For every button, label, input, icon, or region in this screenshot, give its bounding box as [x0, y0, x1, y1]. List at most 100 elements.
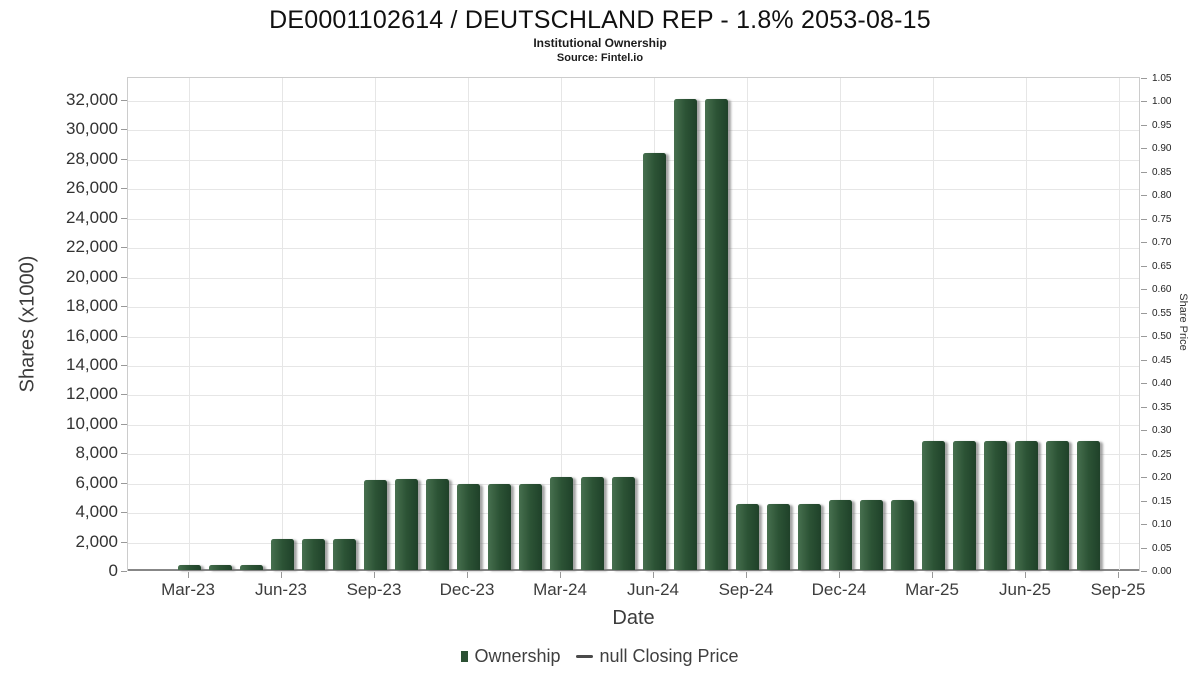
y-axis-left-tick-label: 20,000	[66, 266, 118, 286]
y-axis-right-tick-mark	[1141, 571, 1147, 572]
bar-Nov-24[interactable]	[797, 503, 821, 570]
legend: Ownership null Closing Price	[0, 646, 1200, 667]
x-axis-tick-mark	[188, 572, 189, 578]
bar-Apr-23[interactable]	[208, 564, 232, 570]
bar-Sep-23[interactable]	[363, 480, 387, 570]
v-gridline	[375, 78, 376, 570]
bar-Feb-25[interactable]	[890, 500, 914, 570]
y-axis-left-tick-label: 8,000	[75, 443, 118, 463]
h-gridline	[128, 159, 1139, 161]
y-axis-left-tick-label: 4,000	[75, 502, 118, 522]
y-axis-left-tick-mark	[121, 364, 127, 366]
line-series-marker-icon	[576, 655, 594, 658]
y-axis-left-tick-mark	[121, 394, 127, 396]
y-axis-right-tick-label: 0.05	[1152, 542, 1172, 554]
x-axis-line	[128, 569, 1139, 571]
bar-Jun-24[interactable]	[642, 153, 666, 570]
y-axis-right-tick-mark	[1141, 101, 1147, 102]
y-axis-right-tick-label: 0.00	[1152, 566, 1172, 577]
y-axis-right-tick-mark	[1141, 430, 1147, 431]
y-axis-right-tick-label: 1.05	[1152, 72, 1172, 84]
bar-Jun-23[interactable]	[270, 539, 294, 570]
y-axis-right-tick-label: 0.15	[1152, 495, 1172, 507]
y-axis-left-tick-label: 26,000	[66, 178, 118, 198]
y-axis-right-title: Share Price	[1177, 293, 1189, 351]
y-axis-left-tick-mark	[121, 247, 127, 249]
y-axis-right-tick-label: 0.80	[1152, 190, 1172, 201]
y-axis-left-tick-mark	[121, 482, 127, 484]
y-axis-right-tick-mark	[1141, 289, 1147, 290]
x-axis-tick-label: Mar-23	[161, 580, 215, 599]
x-axis-tick-mark	[374, 572, 375, 578]
h-gridline	[128, 307, 1139, 309]
bar-Oct-24[interactable]	[766, 503, 790, 570]
bar-Sep-24[interactable]	[735, 503, 759, 570]
plot-area	[127, 77, 1140, 571]
y-axis-left-tick-mark	[121, 129, 127, 131]
bar-Feb-24[interactable]	[518, 483, 542, 570]
bar-Mar-23[interactable]	[177, 564, 201, 570]
bar-Jan-24[interactable]	[487, 483, 511, 570]
y-axis-left-tick-mark	[121, 541, 127, 543]
bar-Dec-23[interactable]	[456, 483, 480, 570]
x-axis-tick-mark	[467, 572, 468, 578]
y-axis-left-tick-mark	[121, 217, 127, 219]
bar-Jun-25[interactable]	[1014, 441, 1038, 570]
bar-Apr-25[interactable]	[952, 441, 976, 570]
chart-source: Source: Fintel.io	[556, 52, 644, 64]
x-axis-tick-label: Jun-25	[999, 580, 1051, 599]
y-axis-left-tick-label: 0	[108, 561, 118, 580]
y-axis-left-tick-mark	[121, 571, 127, 572]
h-gridline	[128, 424, 1139, 426]
y-axis-left-tick-label: 10,000	[66, 413, 118, 433]
bar-Mar-25[interactable]	[921, 441, 945, 570]
bar-Jul-24[interactable]	[673, 99, 697, 570]
bar-Nov-23[interactable]	[425, 479, 449, 570]
y-axis-right-tick-mark	[1141, 547, 1147, 549]
bar-Jul-25[interactable]	[1045, 441, 1069, 570]
y-axis-right-tick-mark	[1141, 312, 1147, 314]
x-axis-title: Date	[612, 607, 655, 629]
bar-Apr-24[interactable]	[580, 477, 604, 570]
y-axis-right-tick-mark	[1141, 124, 1147, 126]
bar-Aug-23[interactable]	[332, 539, 356, 570]
y-axis-left-tick-label: 22,000	[66, 237, 118, 257]
bar-Dec-24[interactable]	[828, 500, 852, 570]
y-axis-left-tick-mark	[121, 158, 127, 160]
bar-Jul-23[interactable]	[301, 539, 325, 570]
y-axis-right-tick-mark	[1141, 336, 1147, 337]
y-axis-right-tick-label: 0.10	[1152, 519, 1172, 530]
y-axis-right-tick-label: 0.70	[1152, 237, 1172, 248]
bar-May-23[interactable]	[239, 564, 263, 570]
h-gridline	[128, 248, 1139, 250]
bar-series-marker-icon	[461, 651, 469, 662]
y-axis-right-tick-mark	[1141, 359, 1147, 361]
h-gridline	[128, 454, 1139, 456]
y-axis-right-tick-label: 0.75	[1152, 213, 1172, 225]
bar-May-24[interactable]	[611, 477, 635, 570]
y-axis-left-tick-mark	[121, 512, 127, 514]
h-gridline	[128, 218, 1139, 220]
v-gridline	[840, 78, 841, 570]
v-gridline	[1119, 78, 1120, 570]
x-axis-tick-mark	[560, 572, 561, 578]
bar-Mar-24[interactable]	[549, 477, 573, 570]
bar-Oct-23[interactable]	[394, 479, 418, 570]
bar-May-25[interactable]	[983, 441, 1007, 570]
y-axis-right-tick-label: 0.35	[1152, 401, 1172, 413]
bar-Aug-25[interactable]	[1076, 441, 1100, 570]
x-axis-tick-label: Sep-23	[346, 580, 402, 599]
y-axis-right-tick-label: 0.90	[1152, 143, 1172, 154]
y-axis-right-tick-label: 0.40	[1152, 378, 1172, 389]
h-gridline	[128, 101, 1139, 102]
bar-Jan-25[interactable]	[859, 500, 883, 570]
y-axis-left-tick-label: 30,000	[66, 119, 118, 139]
x-axis-tick-mark	[653, 572, 654, 578]
legend-item-closing-price[interactable]: null Closing Price	[576, 646, 739, 667]
chart-subtitle: Institutional Ownership	[533, 36, 667, 50]
legend-item-ownership[interactable]: Ownership	[461, 646, 560, 667]
v-gridline	[282, 78, 283, 570]
bar-Aug-24[interactable]	[704, 99, 728, 570]
y-axis-left-tick-label: 28,000	[66, 148, 118, 168]
h-gridline	[128, 365, 1139, 367]
